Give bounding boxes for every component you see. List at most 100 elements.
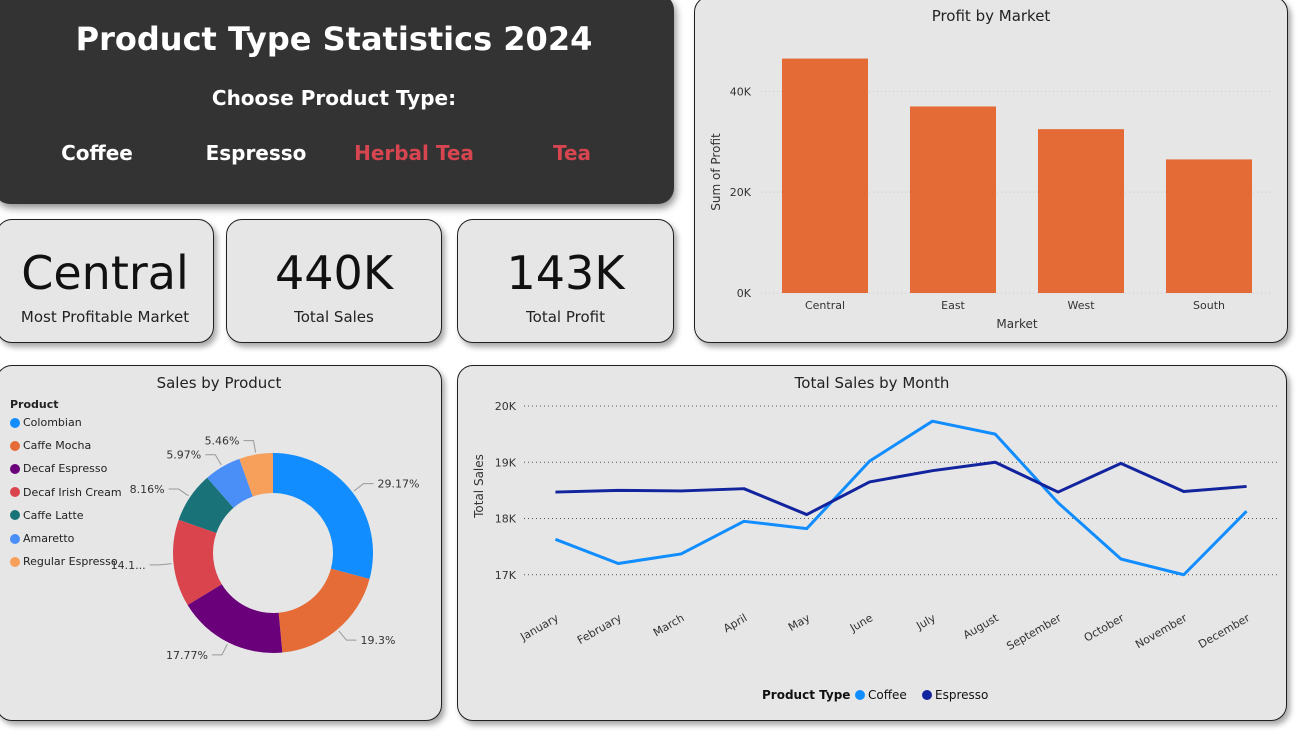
bar [1038, 129, 1124, 293]
y-axis-label: Total Sales [472, 454, 486, 519]
y-tick-label: 19K [495, 456, 517, 469]
bar [1166, 159, 1252, 293]
series-line [554, 419, 1248, 577]
slicer-option-tea[interactable]: Tea [552, 141, 592, 165]
y-tick-label: 40K [730, 85, 752, 98]
data-label: 8.16% [130, 483, 165, 496]
leader-line [338, 630, 357, 641]
x-tick-label: December [1196, 611, 1252, 651]
slicer-option-espresso[interactable]: Espresso [205, 141, 307, 165]
profit-by-market-chart: 0K 20K 40K Central East West South Market Sum of… [709, 58, 1273, 331]
y-tick-label: 20K [730, 186, 752, 199]
y-tick-label: 20K [495, 400, 517, 413]
page-title: Product Type Statistics 2024 [75, 20, 593, 58]
legend-title: Product [10, 398, 59, 411]
legend-label: Decaf Irish Cream [23, 485, 122, 499]
legend-marker [922, 690, 932, 700]
y-axis-label: Sum of Profit [709, 133, 723, 211]
kpi-value: 143K [506, 246, 625, 300]
pie-slice [187, 584, 283, 653]
legend-marker [10, 440, 20, 451]
data-label: 29.17% [377, 478, 419, 491]
bar [782, 58, 868, 293]
kpi-card-market: Central Most Profitable Market [0, 219, 214, 343]
sales-by-product-chart: 29.17% 19.3% 17.77% 14.1... 8.16% 5.97% 5.46% [111, 435, 420, 662]
legend-marker [10, 417, 20, 428]
legend-marker [10, 556, 20, 567]
x-tick-label: East [941, 299, 965, 312]
data-label: 5.46% [205, 435, 240, 448]
x-tick-label: August [961, 611, 1001, 642]
legend-label: Regular Espresso [23, 555, 118, 569]
slicer-option-herbal-tea[interactable]: Herbal Tea [354, 141, 474, 165]
legend-marker [10, 463, 20, 474]
x-tick-label: South [1193, 299, 1225, 312]
kpi-value: Central [21, 246, 189, 300]
legend-label: Caffe Mocha [23, 439, 92, 453]
x-tick-label: October [1082, 611, 1127, 645]
x-tick-label: February [575, 611, 624, 647]
chart-title: Sales by Product [156, 374, 282, 392]
leader-line [205, 454, 222, 466]
pie-slice [207, 458, 253, 508]
legend-label: Espresso [935, 688, 988, 702]
x-tick-label: April [721, 611, 749, 635]
x-tick-label: Central [805, 299, 845, 312]
legend-item[interactable]: Decaf Irish Cream [10, 486, 122, 499]
legend-item[interactable]: Caffe Mocha [10, 439, 91, 452]
legend-title: Product Type [762, 688, 850, 702]
series-line [555, 460, 1247, 517]
x-tick-label: November [1133, 611, 1189, 651]
y-tick-label: 17K [495, 569, 517, 582]
kpi-value: 440K [275, 246, 393, 300]
x-tick-label: West [1067, 299, 1095, 312]
legend-item[interactable]: Colombian [10, 416, 82, 429]
legend-label: Coffee [868, 688, 907, 702]
legend-marker [10, 533, 20, 544]
leader-line [243, 440, 257, 453]
legend-item[interactable]: Decaf Espresso [10, 462, 107, 475]
x-axis-label: Market [996, 317, 1038, 331]
pie-slice [278, 568, 370, 653]
slicer-option-coffee[interactable]: Coffee [61, 141, 133, 165]
kpi-card-profit: 143K Total Profit [457, 219, 674, 343]
chart-title: Profit by Market [931, 7, 1051, 25]
chart-title: Total Sales by Month [794, 374, 950, 392]
legend-label: Colombian [23, 416, 82, 429]
kpi-label: Total Profit [526, 308, 605, 326]
legend-marker [10, 510, 20, 521]
legend-item[interactable]: Amaretto [10, 532, 74, 545]
legend-item[interactable]: Regular Espresso [10, 555, 118, 568]
sales-by-product-panel: Sales by Product Product Colombian Caffe M… [0, 365, 442, 721]
leader-line [149, 563, 172, 566]
x-tick-label: January [517, 611, 561, 644]
pie-slice [239, 453, 273, 497]
x-tick-label: March [651, 611, 687, 639]
data-label: 19.3% [361, 634, 396, 647]
legend-label: Amaretto [23, 532, 75, 545]
bar [910, 106, 996, 293]
leader-line [211, 643, 228, 656]
legend-marker [855, 690, 865, 700]
profit-by-market-panel: Profit by Market 0K 20K 40K Central East West… [694, 0, 1288, 343]
kpi-label: Total Sales [294, 308, 374, 326]
title-panel: Product Type Statistics 2024 Choose Prod… [0, 0, 674, 204]
x-tick-label: July [913, 611, 938, 633]
y-tick-label: 18K [495, 513, 517, 526]
leader-line [353, 483, 374, 492]
legend-item[interactable]: Caffe Latte [10, 509, 84, 522]
legend-marker [10, 487, 20, 498]
x-tick-label: June [847, 611, 875, 635]
data-label: 14.1... [111, 559, 146, 572]
data-label: 5.97% [166, 449, 201, 462]
total-sales-by-month-panel: Total Sales by Month 17K 18K 19K 20K January… [457, 365, 1287, 721]
pie-slice [273, 453, 373, 580]
legend-label: Decaf Espresso [23, 462, 108, 476]
pie-slice [178, 477, 234, 534]
kpi-label: Most Profitable Market [20, 308, 190, 326]
legend-label: Caffe Latte [23, 508, 84, 522]
leader-line [168, 488, 189, 497]
data-label: 17.77% [166, 649, 208, 662]
x-tick-label: May [786, 611, 813, 634]
x-tick-label: September [1004, 611, 1064, 653]
